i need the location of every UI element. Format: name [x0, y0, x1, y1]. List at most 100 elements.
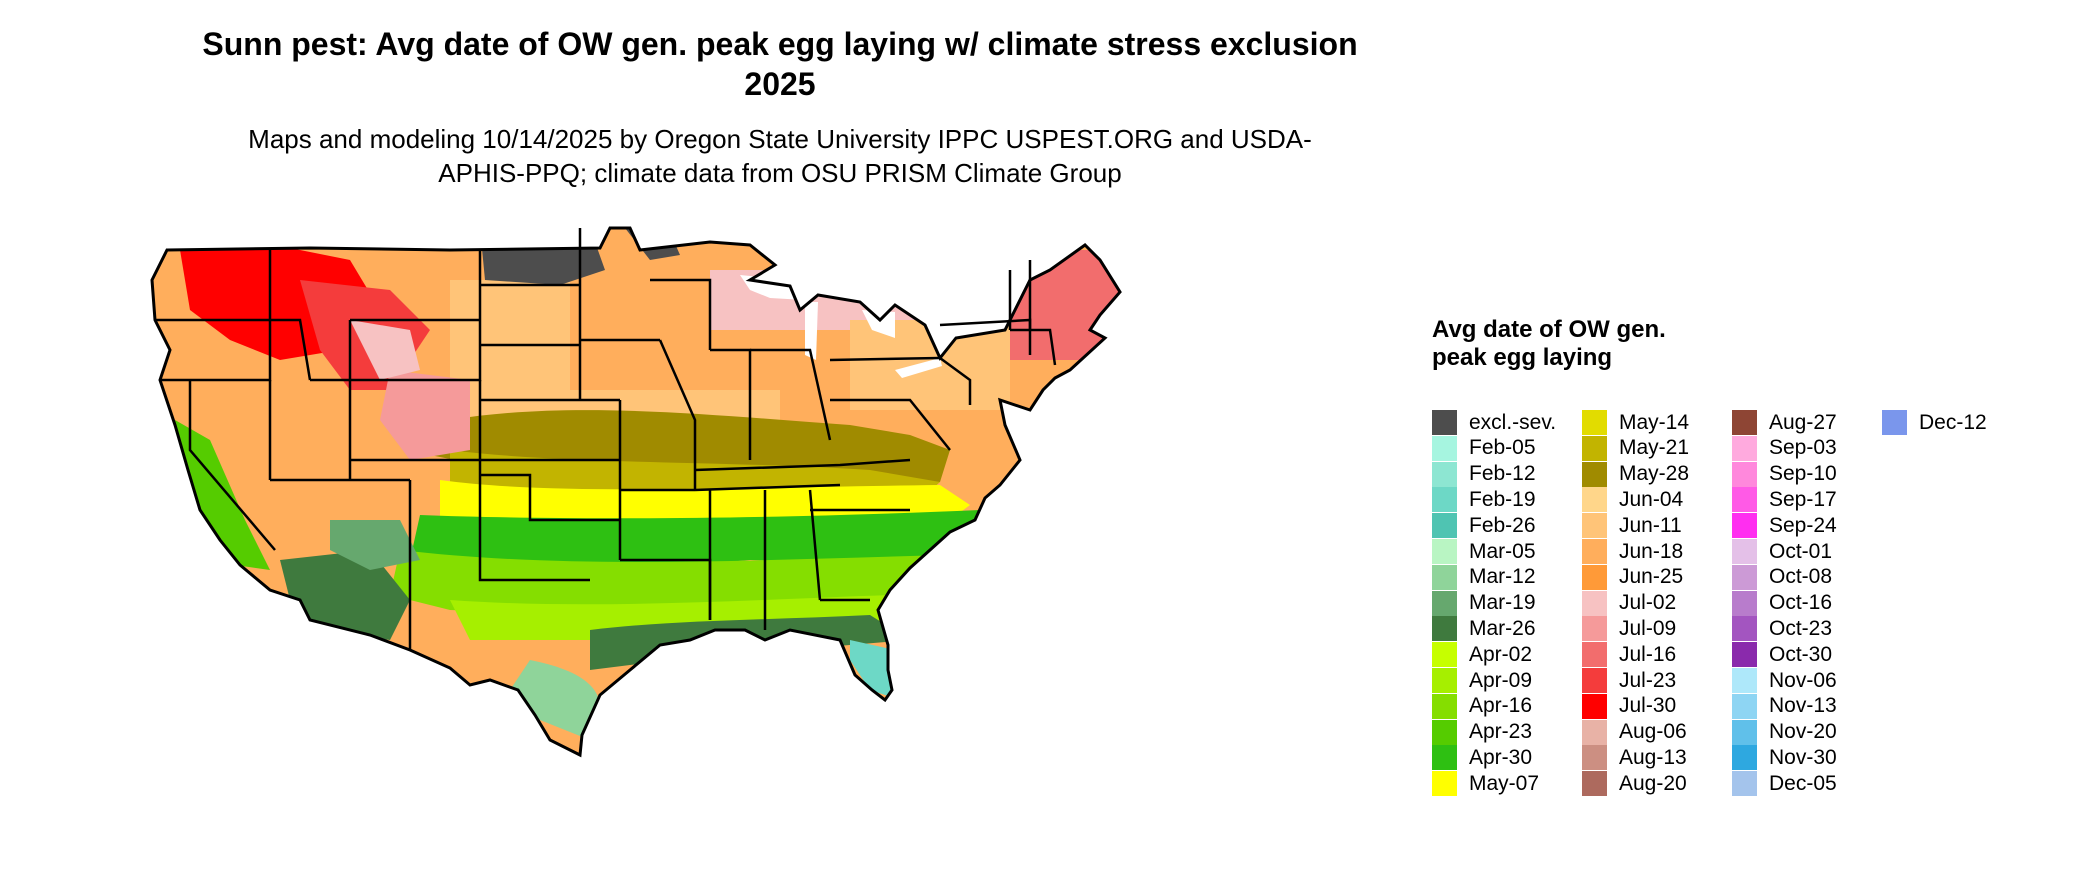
legend-label: Apr-09 — [1469, 668, 1533, 692]
legend-item: Dec-05 — [1732, 771, 1837, 797]
legend-swatch — [1732, 461, 1757, 487]
legend-swatch — [1432, 513, 1457, 539]
legend-swatch — [1432, 642, 1457, 668]
legend-label: Oct-16 — [1769, 591, 1833, 615]
us-outline — [150, 226, 1122, 758]
legend-item: Feb-05 — [1432, 435, 1536, 461]
legend-item: May-28 — [1582, 461, 1690, 487]
legend-swatch — [1732, 487, 1757, 513]
lake-michigan — [805, 302, 818, 360]
legend-label: Sep-17 — [1769, 487, 1837, 511]
legend-swatch — [1582, 642, 1607, 668]
legend-label: Mar-19 — [1469, 591, 1536, 615]
legend-swatch — [1432, 435, 1457, 461]
legend-item: Aug-13 — [1582, 745, 1687, 771]
legend-swatch — [1432, 410, 1457, 435]
legend-item: Oct-23 — [1732, 616, 1832, 642]
legend-swatch — [1432, 745, 1457, 771]
legend-label: Apr-16 — [1469, 694, 1533, 718]
border-il — [658, 339, 697, 490]
legend-label: May-21 — [1619, 436, 1690, 460]
legend-label: Oct-30 — [1769, 642, 1833, 666]
legend-swatch — [1582, 513, 1607, 539]
border-vt-nh-me — [1008, 260, 1032, 330]
border-tn-south — [694, 483, 841, 492]
legend-label: Oct-08 — [1769, 565, 1833, 589]
legend-label: Mar-05 — [1469, 539, 1536, 563]
legend-item: Sep-10 — [1732, 461, 1837, 487]
legend-swatch — [1582, 435, 1607, 461]
legend-swatch — [1432, 719, 1457, 745]
legend-swatch — [1732, 771, 1757, 797]
lake-huron — [862, 310, 895, 338]
legend-swatch — [1432, 616, 1457, 642]
legend-item: Dec-12 — [1882, 410, 1987, 435]
legend-swatch — [1732, 616, 1757, 642]
legend-label: Nov-20 — [1769, 720, 1837, 744]
legend-label: Apr-30 — [1469, 745, 1533, 769]
legend-swatch — [1882, 410, 1907, 435]
legend-item: Mar-05 — [1432, 539, 1536, 564]
legend-label: Feb-12 — [1469, 462, 1536, 486]
legend-swatch — [1432, 668, 1457, 693]
legend-label: Feb-19 — [1469, 487, 1536, 511]
legend-swatch — [1582, 745, 1607, 771]
legend-item: Feb-19 — [1432, 487, 1536, 513]
map-subtitle: Maps and modeling 10/14/2025 by Oregon S… — [248, 124, 1312, 188]
border-pa — [829, 356, 941, 362]
map-band-south-texas — [510, 660, 601, 740]
legend-label: Apr-02 — [1469, 642, 1533, 666]
legend-item: Jul-02 — [1582, 590, 1677, 616]
legend-label: Sep-03 — [1769, 436, 1837, 460]
legend-swatch — [1732, 745, 1757, 771]
state-borders — [155, 228, 1057, 650]
legend-swatch — [1582, 410, 1607, 435]
legend-swatch — [1732, 719, 1757, 745]
legend-swatch — [1432, 487, 1457, 513]
legend-item: Apr-02 — [1432, 642, 1533, 668]
legend-item: Sep-24 — [1732, 513, 1837, 539]
legend-swatch — [1582, 590, 1607, 616]
legend-item: Feb-12 — [1432, 461, 1536, 487]
legend-label: Feb-05 — [1469, 436, 1536, 460]
legend-swatch — [1732, 693, 1757, 719]
legend-item: Apr-09 — [1432, 668, 1532, 693]
border-ma-ct-ri — [1010, 328, 1057, 366]
legend-item: Mar-26 — [1432, 616, 1536, 642]
legend-item: Jul-09 — [1582, 616, 1676, 642]
legend-label: Oct-01 — [1769, 539, 1833, 563]
legend-label: May-28 — [1619, 462, 1690, 486]
legend-swatch — [1432, 590, 1457, 616]
legend-item: Aug-06 — [1582, 719, 1687, 745]
legend-label: May-07 — [1469, 771, 1540, 795]
map-band-wyoming-pink — [350, 320, 420, 380]
legend-label: Aug-13 — [1619, 745, 1687, 769]
legend-item: May-14 — [1582, 410, 1689, 435]
legend-item: Oct-01 — [1732, 539, 1832, 564]
border-oh — [750, 348, 832, 441]
legend-item: Sep-03 — [1732, 435, 1837, 461]
map-band-arizona — [280, 550, 410, 640]
legend-item: Oct-08 — [1732, 564, 1833, 590]
legend-label: Apr-23 — [1469, 720, 1533, 744]
legend-swatch — [1732, 435, 1757, 461]
legend-label: Jul-16 — [1619, 642, 1677, 666]
legend-label: Jul-02 — [1619, 591, 1677, 615]
legend-swatch — [1432, 461, 1457, 487]
legend-item: Oct-30 — [1732, 642, 1833, 668]
legend-item: Oct-16 — [1732, 590, 1833, 616]
legend-item: Mar-19 — [1432, 590, 1536, 616]
border-ky-tn — [694, 458, 911, 472]
border-ca-nv — [188, 380, 276, 551]
legend-swatch — [1582, 461, 1607, 487]
legend-swatch — [1732, 513, 1757, 539]
legend-item: Jul-23 — [1582, 668, 1676, 693]
legend-swatch — [1732, 590, 1757, 616]
legend-swatch — [1732, 642, 1757, 668]
legend-label: Nov-30 — [1769, 745, 1837, 769]
legend-swatch — [1732, 539, 1757, 564]
legend-label: Sep-10 — [1769, 462, 1837, 486]
legend-item: Aug-27 — [1732, 410, 1837, 435]
legend-label: Nov-13 — [1769, 694, 1837, 718]
legend-title: Avg date of OW gen. peak egg laying — [1432, 316, 1666, 371]
